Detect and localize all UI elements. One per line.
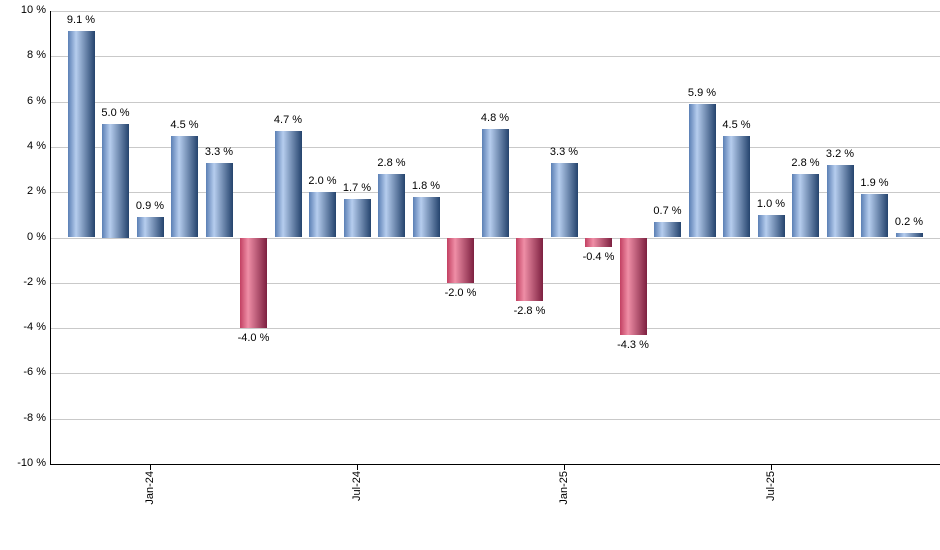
y-axis-tick-label: 4 % xyxy=(27,139,46,152)
gridline xyxy=(50,373,940,375)
y-axis-tick-label: 10 % xyxy=(20,4,46,16)
positive-return-bar xyxy=(688,103,716,238)
bar-value-label: -2.8 % xyxy=(513,304,546,317)
bar-value-label: 4.8 % xyxy=(480,111,510,124)
x-axis-tick xyxy=(150,465,151,470)
negative-return-bar xyxy=(240,237,267,329)
bar-value-label: -2.0 % xyxy=(444,286,477,299)
positive-return-bar xyxy=(136,217,164,238)
negative-return-bar xyxy=(516,237,543,301)
bar-value-label: 4.5 % xyxy=(722,118,751,131)
bar-value-label: -4.0 % xyxy=(237,332,270,345)
bar-value-label: 1.0 % xyxy=(756,197,786,210)
bar-value-label: 1.9 % xyxy=(860,177,889,190)
y-axis-tick-label: 2 % xyxy=(27,185,46,198)
y-axis-tick-label: 8 % xyxy=(27,49,46,62)
bar-value-label: 9.1 % xyxy=(66,14,96,27)
positive-return-bar xyxy=(67,31,95,238)
bar-value-label: 5.9 % xyxy=(687,86,717,99)
y-axis-tick-label: 0 % xyxy=(27,230,46,243)
y-axis-tick-label: -6 % xyxy=(23,366,46,379)
positive-return-bar xyxy=(861,194,888,238)
positive-return-bar xyxy=(550,162,578,238)
positive-return-bar xyxy=(102,124,129,238)
positive-return-bar xyxy=(274,131,302,238)
negative-return-bar xyxy=(585,237,612,247)
bar-value-label: 1.8 % xyxy=(411,179,441,192)
bar-value-label: -4.3 % xyxy=(617,338,649,351)
positive-return-bar xyxy=(171,135,198,238)
y-axis-tick-label: 6 % xyxy=(27,94,46,107)
positive-return-bar xyxy=(895,232,923,238)
gridline xyxy=(50,418,940,420)
positive-return-bar xyxy=(205,162,233,238)
negative-return-bar xyxy=(619,237,647,335)
positive-return-bar xyxy=(343,198,371,238)
gridline xyxy=(50,328,940,330)
bar-value-label: 3.2 % xyxy=(825,148,855,161)
bar-value-label: 2.8 % xyxy=(791,157,820,170)
bar-value-label: 5.0 % xyxy=(101,107,130,120)
positive-return-bar xyxy=(378,174,405,238)
positive-return-bar xyxy=(481,128,509,238)
x-axis-tick-label: Jan-25 xyxy=(558,471,570,505)
positive-return-bar xyxy=(723,135,750,238)
bar-value-label: 0.2 % xyxy=(894,215,924,228)
gridline xyxy=(50,56,940,58)
bar-value-label: 2.0 % xyxy=(308,175,337,188)
gridline xyxy=(50,237,940,239)
positive-return-bar xyxy=(792,174,819,238)
positive-return-bar xyxy=(412,196,440,238)
x-axis-tick-label: Jul-25 xyxy=(765,471,777,501)
positive-return-bar xyxy=(826,165,854,238)
bar-value-label: 0.9 % xyxy=(135,200,165,213)
bar-value-label: 2.8 % xyxy=(377,157,406,170)
x-axis-tick xyxy=(564,465,565,470)
bar-value-label: 1.7 % xyxy=(342,181,372,194)
bar-value-label: 3.3 % xyxy=(549,145,579,158)
bar-value-label: -0.4 % xyxy=(582,250,615,263)
gridline xyxy=(50,11,940,12)
positive-return-bar xyxy=(654,221,681,238)
x-axis-tick xyxy=(771,465,772,470)
x-axis-tick-label: Jan-24 xyxy=(144,471,156,505)
positive-return-bar xyxy=(309,192,336,238)
negative-return-bar xyxy=(447,237,474,283)
y-axis-tick-label: -8 % xyxy=(23,411,46,424)
gridline xyxy=(50,282,940,284)
bar-value-label: 4.5 % xyxy=(170,118,199,131)
x-axis-tick-label: Jul-24 xyxy=(351,471,363,501)
x-axis-line xyxy=(50,464,940,465)
bar-value-label: 4.7 % xyxy=(273,114,303,127)
y-axis-tick-label: -2 % xyxy=(23,275,46,288)
positive-return-bar xyxy=(757,214,785,238)
x-axis-tick xyxy=(357,465,358,470)
y-axis-line xyxy=(50,11,51,464)
bar-value-label: 3.3 % xyxy=(204,145,234,158)
bar-value-label: 0.7 % xyxy=(653,204,682,217)
y-axis-tick-label: -10 % xyxy=(17,457,46,469)
gridline xyxy=(50,101,940,103)
y-axis-tick-label: -4 % xyxy=(23,321,46,334)
